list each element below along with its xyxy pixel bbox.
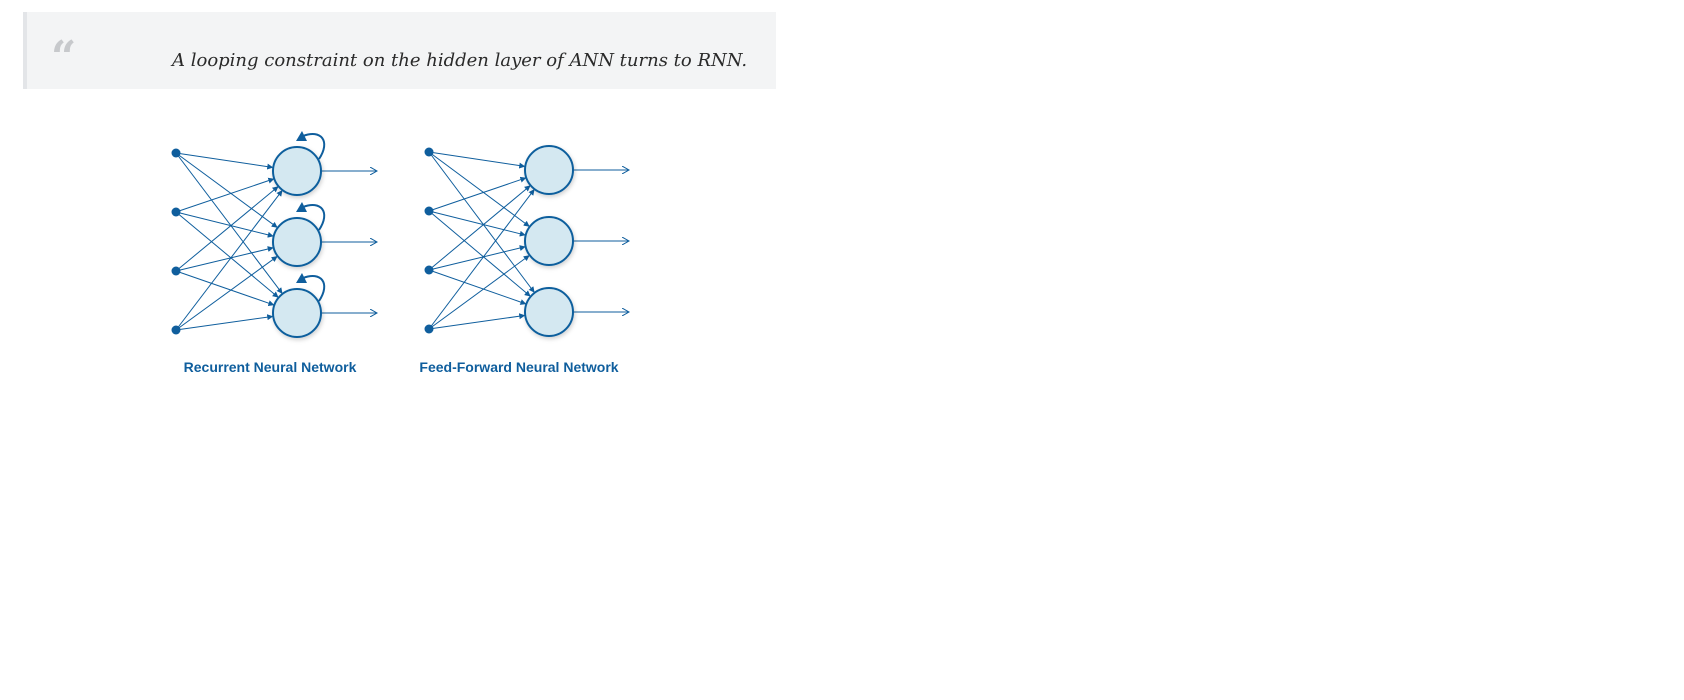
- connection-edge: [428, 269, 527, 305]
- connection-edge: [175, 246, 274, 272]
- input-node: [424, 324, 434, 334]
- hidden-node: [272, 217, 322, 267]
- connection-edge: [175, 152, 278, 228]
- connection-edge: [428, 176, 527, 212]
- connection-edge: [428, 151, 535, 293]
- connection-edge: [175, 190, 283, 331]
- self-loop: [302, 133, 326, 160]
- input-node: [424, 265, 434, 275]
- connection-edge: [175, 152, 274, 170]
- quote-mark-icon: “: [51, 32, 77, 83]
- ffnn-diagram: [424, 145, 630, 337]
- connection-edge: [175, 186, 279, 272]
- quote-text: A looping constraint on the hidden layer…: [172, 50, 748, 71]
- connection-edge: [428, 151, 526, 169]
- connection-edge: [175, 256, 278, 331]
- input-node: [171, 207, 181, 217]
- input-node: [171, 325, 181, 335]
- connection-edge: [428, 255, 530, 330]
- connection-edge: [428, 245, 526, 271]
- connection-edge: [175, 211, 279, 298]
- connection-edge: [175, 270, 275, 306]
- hidden-node: [524, 145, 574, 195]
- ffnn-label: Feed-Forward Neural Network: [419, 359, 619, 375]
- connection-edge: [428, 210, 526, 237]
- input-node: [171, 148, 181, 158]
- hidden-node: [272, 288, 322, 338]
- connection-edge: [428, 313, 526, 330]
- connection-edge: [428, 210, 531, 297]
- self-loop: [302, 204, 326, 231]
- hidden-node: [524, 216, 574, 266]
- self-loop: [302, 275, 326, 302]
- input-node: [171, 266, 181, 276]
- blockquote: “ A looping constraint on the hidden lay…: [23, 12, 776, 89]
- input-node: [424, 147, 434, 157]
- input-node: [424, 206, 434, 216]
- rnn-diagram: [171, 131, 378, 338]
- connection-edge: [175, 314, 274, 331]
- self-loop-arrowhead: [296, 202, 307, 212]
- connection-edge: [175, 211, 274, 238]
- hidden-node: [272, 146, 322, 196]
- connection-edge: [428, 151, 530, 227]
- connection-edge: [175, 177, 275, 213]
- hidden-node: [524, 287, 574, 337]
- connection-edge: [428, 185, 531, 271]
- connection-edge: [428, 189, 535, 330]
- self-loop-arrowhead: [296, 273, 307, 283]
- rnn-label: Recurrent Neural Network: [183, 359, 357, 375]
- self-loop-arrowhead: [296, 131, 307, 141]
- connection-edge: [175, 152, 283, 294]
